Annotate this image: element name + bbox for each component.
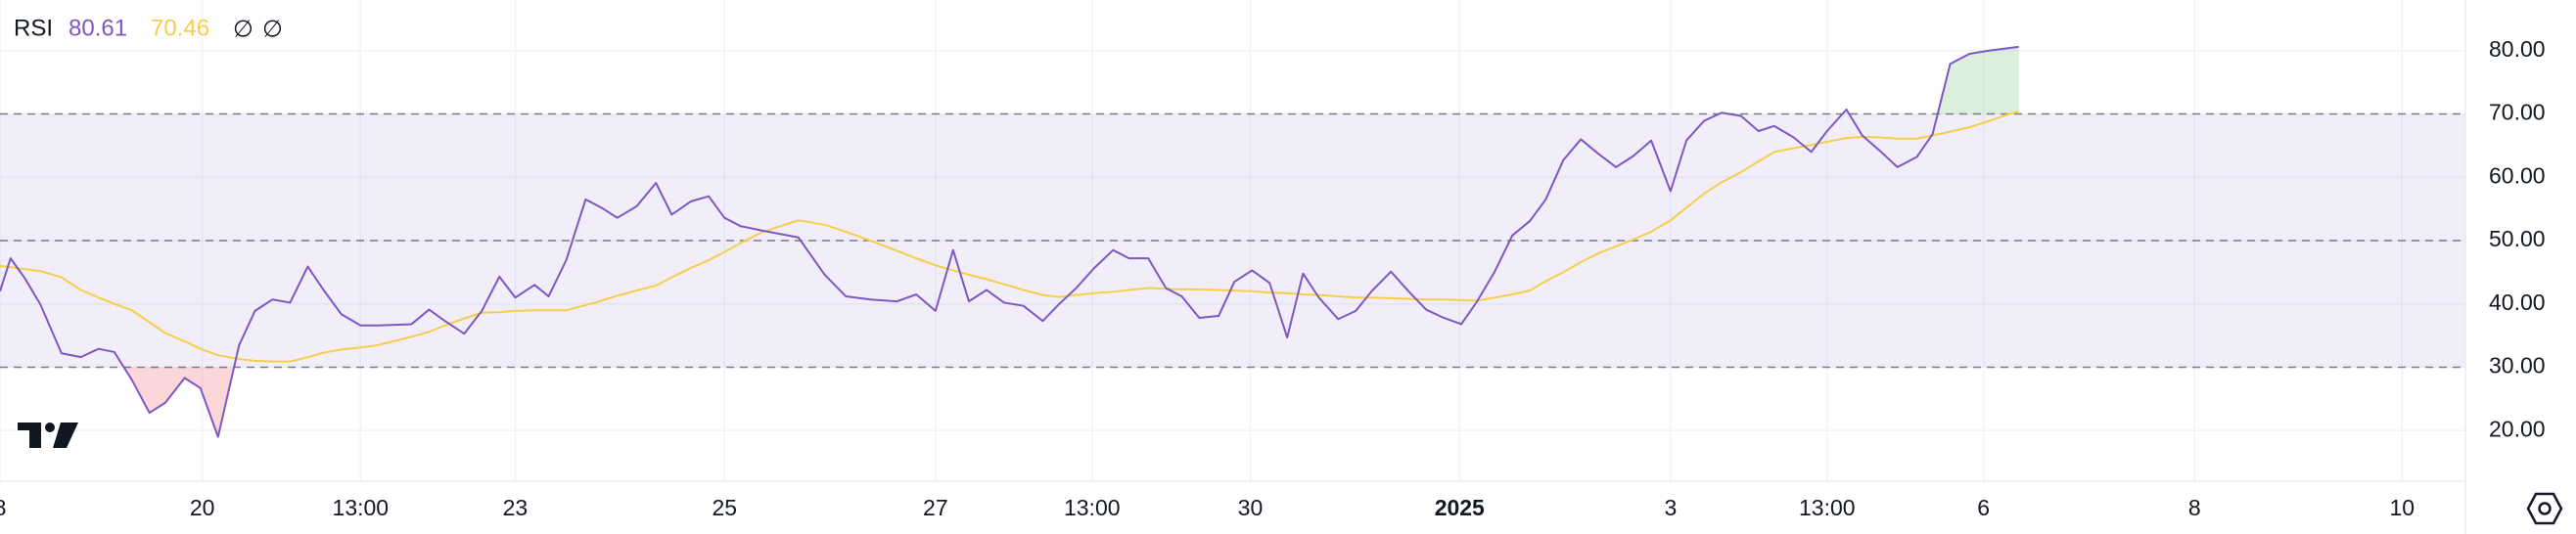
x-tick-label: 23 — [503, 495, 529, 520]
settings-button[interactable] — [2526, 492, 2563, 525]
x-tick-label: 13:00 — [1799, 495, 1856, 520]
y-tick-label: 80.00 — [2489, 36, 2546, 62]
y-tick-label: 50.00 — [2489, 226, 2546, 251]
header: RSI 80.61 70.46 ∅ ∅ — [14, 15, 283, 42]
header-icon: ∅ — [233, 16, 253, 42]
y-tick-label: 20.00 — [2489, 416, 2546, 441]
x-tick-label: 20 — [190, 495, 215, 520]
axes: 20.00 30.00 40.00 50.00 60.00 70.00 80.00 8 20 13… — [0, 36, 2546, 520]
y-tick-label: 30.00 — [2489, 353, 2546, 378]
x-tick-label: 10 — [2390, 495, 2415, 520]
plot-area — [0, 0, 2465, 481]
rsi-line — [0, 45, 2019, 438]
indicator-name: RSI — [14, 15, 53, 41]
oversold-fill — [0, 367, 2019, 437]
header-icon: ∅ — [262, 16, 283, 42]
x-tick-label: 6 — [1977, 495, 1990, 520]
x-tick-label: 13:00 — [1064, 495, 1121, 520]
rsi-value: 80.61 — [69, 15, 127, 41]
x-tick-label: 27 — [923, 495, 948, 520]
logo — [18, 423, 78, 448]
ma-value: 70.46 — [151, 15, 209, 41]
y-tick-label: 60.00 — [2489, 162, 2546, 188]
x-tick-label: 8 — [2188, 495, 2201, 520]
x-tick-label: 30 — [1238, 495, 1264, 520]
y-tick-label: 40.00 — [2489, 289, 2546, 315]
y-tick-label: 70.00 — [2489, 100, 2546, 125]
x-tick-label: 2025 — [1435, 495, 1485, 520]
rsi-band — [0, 113, 2465, 368]
x-tick-label: 13:00 — [333, 495, 390, 520]
x-tick-label: 25 — [712, 495, 737, 520]
x-tick-label: 8 — [0, 495, 6, 520]
x-tick-label: 3 — [1664, 495, 1677, 520]
rsi-ma-line — [0, 110, 2019, 363]
